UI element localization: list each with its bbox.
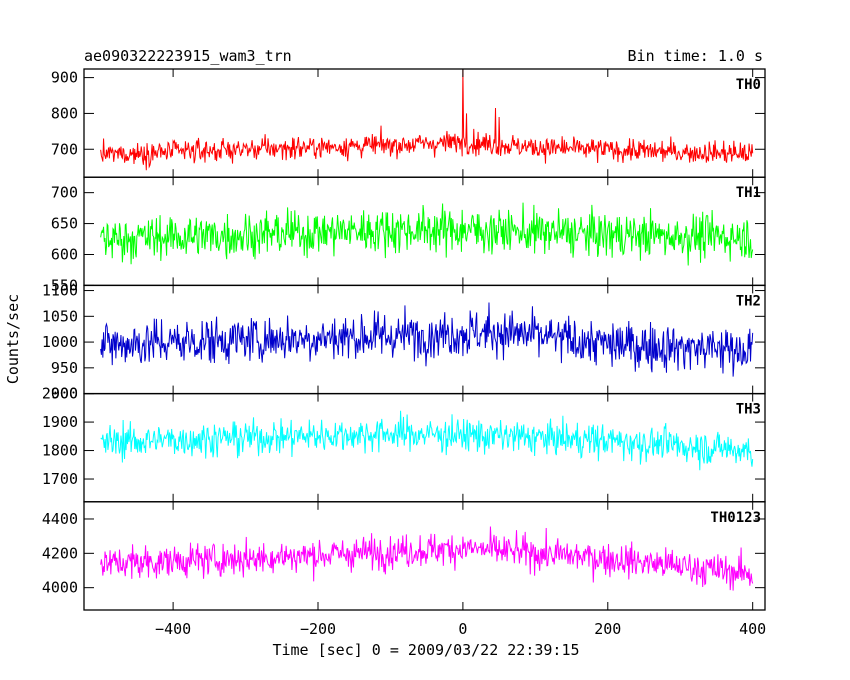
x-axis-label: Time [sec] 0 = 2009/03/22 22:39:15 — [272, 641, 579, 659]
panels-group: 700 800 900 TH0 550 600 650 700 TH1 900 950 1000 105… — [42, 68, 766, 611]
x-tick-label: −200 — [300, 620, 336, 638]
x-tick-label: 200 — [594, 620, 621, 638]
y-tick-label: 1000 — [42, 333, 78, 351]
panel-th0123: 4000 4200 4400 TH0123 — [42, 501, 766, 611]
y-axis-label: Counts/sec — [4, 294, 22, 384]
series-line-th1 — [100, 202, 754, 266]
series-label-th0: TH0 — [736, 77, 761, 93]
panel-th1: 550 600 650 700 TH1 — [51, 176, 766, 294]
series-line-th2 — [100, 302, 754, 377]
y-tick-label: 800 — [51, 104, 78, 122]
chart-title: ae090322223915_wam3_trn — [84, 47, 292, 65]
panel-frame — [83, 501, 766, 611]
x-tick-label: 0 — [458, 620, 467, 638]
y-tick-label: 900 — [51, 69, 78, 87]
y-tick-label: 650 — [51, 215, 78, 233]
y-tick-label: 1700 — [42, 470, 78, 488]
y-tick-label: 2000 — [42, 385, 78, 403]
y-tick-label: 900 — [51, 385, 78, 403]
bin-time-label: Bin time: 1.0 s — [628, 47, 763, 65]
x-axis: −400 −200 0 200 400 — [155, 620, 766, 638]
series-line-th3 — [100, 410, 754, 471]
series-label-th2: TH2 — [736, 293, 761, 309]
y-tick-label: 4000 — [42, 579, 78, 597]
y-tick-label: 4400 — [42, 510, 78, 528]
series-label-th1: TH1 — [736, 185, 761, 201]
x-tick-label: 400 — [739, 620, 766, 638]
y-tick-label: 950 — [51, 359, 78, 377]
series-line-th0123 — [100, 526, 754, 591]
panel-th0: 700 800 900 TH0 — [51, 68, 766, 178]
y-tick-label: 600 — [51, 245, 78, 263]
x-tick-label: −400 — [155, 620, 191, 638]
panel-th2: 900 950 1000 1050 1100 TH2 — [42, 282, 766, 403]
series-line-th0 — [100, 69, 754, 171]
series-label-th3: TH3 — [736, 402, 761, 418]
y-tick-label: 1800 — [42, 442, 78, 460]
y-tick-label: 1900 — [42, 413, 78, 431]
series-label-th0123: TH0123 — [710, 510, 761, 526]
y-tick-label: 550 — [51, 276, 78, 294]
y-tick-label: 4200 — [42, 544, 78, 562]
y-tick-label: 1100 — [42, 282, 78, 300]
y-tick-label: 700 — [51, 140, 78, 158]
panel-frame — [83, 392, 766, 503]
panel-th3: 1700 1800 1900 2000 TH3 — [42, 385, 766, 503]
y-tick-label: 700 — [51, 184, 78, 202]
y-tick-label: 1050 — [42, 307, 78, 325]
